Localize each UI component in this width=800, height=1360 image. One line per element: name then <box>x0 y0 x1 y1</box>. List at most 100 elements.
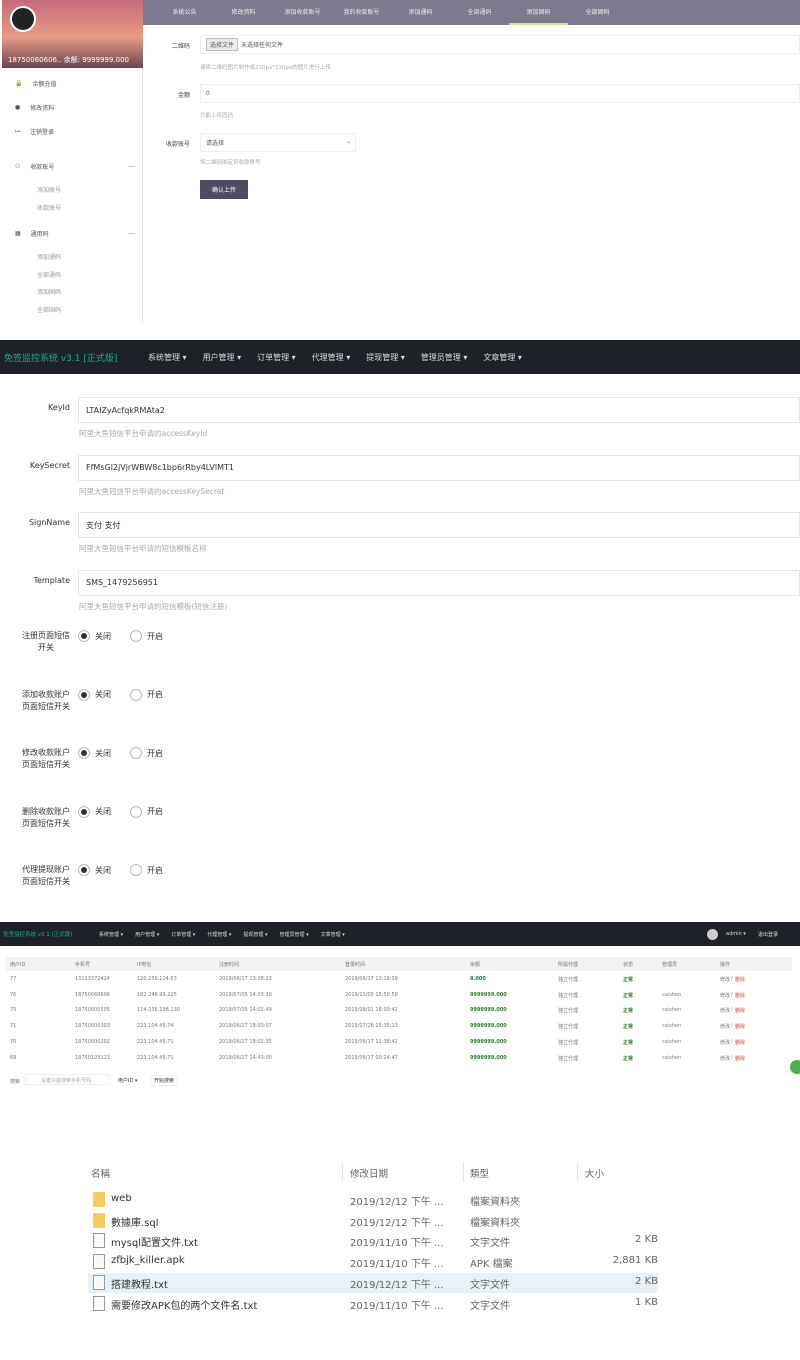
tab[interactable]: 系统公告 <box>172 9 197 16</box>
delete-link[interactable]: 删除 <box>735 1024 746 1031</box>
delete-link[interactable]: 删除 <box>735 992 746 999</box>
radio-icon[interactable] <box>130 864 142 876</box>
tab[interactable]: 修改资料 <box>231 9 256 16</box>
delete-link[interactable]: 删除 <box>735 977 746 983</box>
tab[interactable]: 全部固码 <box>585 9 610 16</box>
edit-link[interactable]: 修改 <box>720 1055 731 1062</box>
delete-link[interactable]: 删除 <box>735 1055 746 1062</box>
radio-off[interactable]: 关闭 <box>78 630 111 642</box>
radio-on[interactable]: 开启 <box>130 688 163 701</box>
field-input[interactable]: LTAIZyAcfqkRMAta2 <box>78 397 800 423</box>
brand[interactable]: 免签监控系统 v3.1 [正式版] <box>4 353 118 364</box>
table-row: 77 13113372424 120.230.124.63 2019/06/17 13… <box>0 973 800 988</box>
column-name[interactable]: 名稱 <box>91 1169 111 1180</box>
radio-on[interactable]: 开启 <box>130 864 163 876</box>
brand[interactable]: 免签监控系统 v3.1 [正式版] <box>3 932 73 938</box>
radio-icon[interactable] <box>130 747 142 759</box>
nav-menu-item[interactable]: 文章管理 ▾ <box>483 352 522 362</box>
sidebar-item[interactable]: ↦ 注销登录 <box>15 127 54 136</box>
column-date[interactable]: 修改日期 <box>350 1169 389 1180</box>
search-field-select[interactable]: 用户ID ▾ <box>118 1078 138 1084</box>
file-row[interactable]: 需要修改APK包的两个文件名.txt 2019/11/10 下午 ... 文字文件 1… <box>88 1294 658 1314</box>
tab[interactable]: 添加通码 <box>408 9 433 16</box>
nav-menu-item[interactable]: 系统管理 ▾ <box>148 352 187 362</box>
file-size: 2 KB <box>635 1275 658 1287</box>
radio-on[interactable]: 开启 <box>130 747 163 759</box>
nav-menu-item[interactable]: 用户管理 ▾ <box>135 931 160 938</box>
sidebar-group[interactable]: ⚇ 收款账号 <box>15 162 54 171</box>
sidebar-subitem[interactable]: 全部通码 <box>37 271 62 279</box>
sidebar-subitem[interactable]: 添加账号 <box>37 187 62 194</box>
nav-menu-item[interactable]: 管理员管理 ▾ <box>279 931 309 938</box>
nav-menu-item[interactable]: 代理管理 ▾ <box>207 931 232 938</box>
sidebar-item[interactable]: ● 修改资料 <box>15 103 54 112</box>
radio-off[interactable]: 关闭 <box>78 864 111 876</box>
confirm-upload-button[interactable]: 确认上传 <box>200 180 248 199</box>
tab[interactable]: 添加收款账号 <box>284 9 321 16</box>
choose-file-button[interactable]: 选择文件 <box>206 38 239 51</box>
logout-link[interactable]: 退出登录 <box>758 931 779 938</box>
radio-icon[interactable] <box>78 805 90 818</box>
radio-icon[interactable] <box>78 864 90 876</box>
collapse-icon[interactable]: — <box>128 162 135 170</box>
nav-menu-item[interactable]: 订单管理 ▾ <box>257 352 296 362</box>
field-input[interactable]: SMS_1479256951 <box>78 569 800 596</box>
radio-icon[interactable] <box>130 630 142 642</box>
delete-link[interactable]: 删除 <box>735 1039 746 1046</box>
nav-menu-item[interactable]: 提现管理 ▾ <box>243 931 268 938</box>
file-row[interactable]: mysql配置文件.txt 2019/11/10 下午 ... 文字文件 2 KB <box>88 1231 658 1251</box>
edit-link[interactable]: 修改 <box>720 992 731 999</box>
radio-icon[interactable] <box>78 747 90 759</box>
radio-on[interactable]: 开启 <box>130 630 163 642</box>
edit-link[interactable]: 修改 <box>720 1024 731 1031</box>
file-row[interactable]: zfbjk_killer.apk 2019/11/10 下午 ... APK 檔案 2… <box>88 1252 658 1272</box>
edit-link[interactable]: 修改 <box>720 977 731 983</box>
sidebar-subitem[interactable]: 全部固码 <box>37 306 62 314</box>
nav-menu-item[interactable]: 代理管理 ▾ <box>311 352 351 362</box>
radio-icon[interactable] <box>130 805 142 818</box>
radio-icon[interactable] <box>78 688 90 701</box>
nav-menu-item[interactable]: 订单管理 ▾ <box>171 931 196 938</box>
chat-bubble-icon[interactable] <box>790 1060 800 1074</box>
radio-label: 开启 <box>147 748 163 758</box>
radio-off[interactable]: 关闭 <box>78 688 111 701</box>
user-info[interactable]: 18750060606.. 余额: 9999999.000 <box>8 56 130 64</box>
search-button[interactable]: 开始搜索 <box>150 1075 179 1086</box>
tab[interactable]: 我的收款账号 <box>343 9 380 16</box>
search-input[interactable]: 设置只能搜索手机号码 <box>25 1074 109 1085</box>
edit-link[interactable]: 修改 <box>720 1008 731 1015</box>
tab[interactable]: 添加固码 <box>509 0 568 25</box>
file-row[interactable]: web 2019/12/12 下午 ... 檔案資料夾 <box>88 1190 658 1210</box>
radio-off[interactable]: 关闭 <box>78 805 111 818</box>
qr-file-input[interactable]: 选择文件 未选择任何文件 <box>200 35 800 54</box>
radio-off[interactable]: 关闭 <box>78 747 111 759</box>
column-type[interactable]: 類型 <box>470 1169 490 1180</box>
sidebar-item[interactable]: 🔒 余额充值 <box>15 79 57 88</box>
column-size[interactable]: 大小 <box>585 1169 605 1180</box>
field-input[interactable]: 支付 支付 <box>78 512 800 538</box>
table-cell: 2019/06/27 18:03:07 <box>219 1023 272 1030</box>
delete-link[interactable]: 删除 <box>735 1008 746 1015</box>
sidebar-subitem[interactable]: 添加固码 <box>37 289 62 296</box>
sidebar-subitem[interactable]: 收款账号 <box>37 204 62 212</box>
nav-menu-item[interactable]: 文章管理 ▾ <box>320 931 345 938</box>
nav-menu-item[interactable]: 提现管理 ▾ <box>366 352 405 362</box>
amount-input[interactable]: 0 <box>200 84 800 103</box>
radio-on[interactable]: 开启 <box>130 805 163 818</box>
avatar[interactable] <box>10 6 36 32</box>
radio-icon[interactable] <box>130 688 142 701</box>
file-row[interactable]: 數據庫.sql 2019/12/12 下午 ... 檔案資料夾 <box>88 1211 658 1231</box>
nav-menu-item[interactable]: 系统管理 ▾ <box>99 931 124 938</box>
nav-menu-item[interactable]: 用户管理 ▾ <box>202 352 242 362</box>
radio-icon[interactable] <box>78 630 90 642</box>
file-row[interactable]: 搭建教程.txt 2019/12/12 下午 ... 文字文件 2 KB <box>88 1272 658 1293</box>
sidebar-subitem[interactable]: 添加通码 <box>37 254 62 261</box>
sidebar-group[interactable]: ▦ 通用码 <box>15 229 49 238</box>
admin-menu[interactable]: admin ▾ <box>726 931 746 937</box>
account-select[interactable]: 请选择 ▾ <box>200 133 356 152</box>
field-input[interactable]: FfMsGl2jVjrWBW8c1bp6rRby4LVlMT1 <box>78 454 800 481</box>
nav-menu-item[interactable]: 管理员管理 ▾ <box>420 352 468 362</box>
edit-link[interactable]: 修改 <box>720 1039 731 1046</box>
tab[interactable]: 全部通码 <box>467 9 492 16</box>
collapse-icon[interactable]: — <box>128 229 135 237</box>
